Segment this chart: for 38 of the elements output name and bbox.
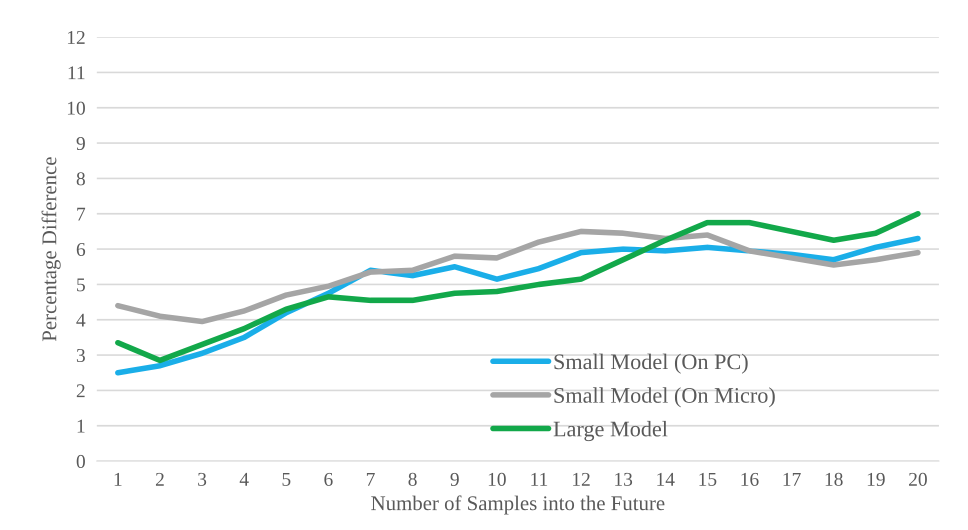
x-tick-label: 8 (408, 472, 417, 486)
x-tick-label: 7 (366, 472, 375, 486)
x-tick-label: 2 (156, 472, 164, 486)
x-tick-label: 4 (240, 472, 249, 486)
x-tick-label: 10 (488, 472, 506, 486)
y-axis-title: Percentage Difference (42, 157, 61, 342)
x-tick-label: 5 (282, 472, 290, 486)
legend-label: Large Model (554, 420, 668, 442)
x-tick-label: 6 (324, 472, 333, 486)
x-tick-label: 11 (531, 472, 548, 486)
y-tick-label: 12 (68, 30, 85, 44)
y-tick-label: 0 (76, 454, 85, 468)
y-tick-label: 7 (77, 208, 86, 221)
x-tick-label: 19 (868, 472, 885, 486)
x-tick-label: 3 (198, 472, 206, 486)
x-tick-label: 20 (909, 472, 927, 486)
y-tick-label: 6 (76, 242, 86, 256)
x-tick-label: 12 (573, 472, 590, 486)
y-tick-label: 1 (78, 420, 85, 433)
y-tick-label: 10 (68, 102, 85, 115)
x-axis-title: Number of Samples into the Future (371, 495, 664, 515)
x-tick-label: 9 (450, 472, 459, 486)
y-tick-label: 2 (76, 384, 85, 398)
y-tick-label: 4 (76, 314, 86, 327)
y-tick-label: 8 (76, 172, 85, 186)
y-tick-label: 5 (77, 278, 85, 292)
x-tick-label: 15 (699, 472, 716, 486)
legend-label: Small Model (On Micro) (554, 387, 775, 408)
y-tick-label: 9 (76, 136, 85, 150)
legend-label: Small Model (On PC) (554, 354, 748, 374)
y-tick-label: 11 (68, 66, 85, 80)
x-tick-label: 16 (741, 472, 759, 486)
y-tick-label: 3 (76, 348, 85, 362)
x-tick-label: 13 (615, 472, 632, 486)
x-tick-label: 1 (114, 472, 122, 486)
x-tick-label: 18 (826, 472, 843, 486)
x-tick-label: 14 (657, 472, 675, 486)
x-tick-label: 17 (784, 472, 801, 486)
